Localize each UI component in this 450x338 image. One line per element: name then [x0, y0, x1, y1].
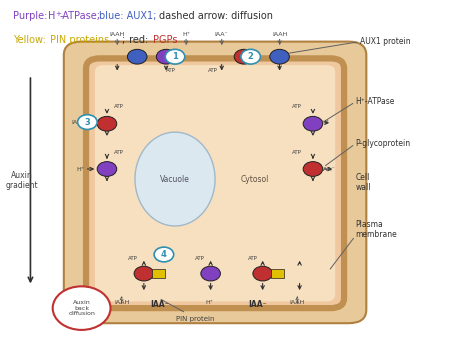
Circle shape [156, 49, 176, 64]
Text: ATP: ATP [195, 256, 205, 261]
Circle shape [154, 247, 174, 262]
Bar [152, 269, 165, 278]
Text: 1: 1 [172, 52, 178, 61]
Text: Cytosol: Cytosol [241, 174, 269, 184]
Text: P-glycoprotein: P-glycoprotein [355, 139, 410, 148]
Circle shape [270, 49, 289, 64]
Text: IAA⁻: IAA⁻ [248, 300, 267, 309]
Text: PGPs: PGPs [153, 35, 177, 45]
Text: H: H [48, 11, 56, 21]
Text: 2: 2 [248, 52, 254, 61]
Circle shape [253, 266, 272, 281]
Text: ATP: ATP [114, 150, 124, 155]
Text: ;: ; [122, 35, 125, 45]
Text: AUX1 protein: AUX1 protein [360, 37, 410, 46]
Text: red:: red: [126, 35, 152, 45]
Text: IAA⁻: IAA⁻ [322, 167, 336, 171]
Circle shape [303, 116, 323, 131]
Text: Yellow:: Yellow: [13, 35, 49, 45]
Ellipse shape [135, 132, 215, 226]
Circle shape [134, 266, 153, 281]
Circle shape [234, 49, 254, 64]
Text: 4: 4 [161, 250, 167, 259]
Text: Auxin
back
diffusion: Auxin back diffusion [68, 300, 95, 316]
FancyBboxPatch shape [64, 42, 366, 323]
Text: Purple:: Purple: [13, 11, 50, 21]
Text: dashed arrow: diffusion: dashed arrow: diffusion [159, 11, 274, 21]
Text: ATP: ATP [114, 104, 124, 110]
Circle shape [201, 266, 220, 281]
Text: IAAH: IAAH [114, 300, 129, 306]
Circle shape [77, 115, 97, 129]
Text: Vacuole: Vacuole [160, 174, 190, 184]
Text: 3: 3 [85, 118, 90, 126]
Text: ATP: ATP [248, 256, 257, 261]
Text: H⁺: H⁺ [182, 31, 190, 37]
FancyBboxPatch shape [86, 58, 344, 308]
Bar [270, 269, 284, 278]
Text: PIN protein: PIN protein [176, 316, 214, 322]
Text: +: + [55, 11, 61, 18]
Circle shape [241, 49, 261, 64]
Text: Plasma
membrane: Plasma membrane [355, 220, 397, 239]
Text: blue: AUX1;: blue: AUX1; [99, 11, 157, 21]
Text: ATP: ATP [128, 256, 138, 261]
Text: IAA⁻: IAA⁻ [71, 120, 85, 125]
Text: IAA⁻: IAA⁻ [215, 31, 229, 37]
Text: H⁺: H⁺ [322, 120, 330, 125]
Text: IAAH: IAAH [290, 300, 305, 306]
Circle shape [97, 162, 117, 176]
Text: ATP: ATP [292, 150, 302, 155]
Text: -ATPase;: -ATPase; [59, 11, 100, 21]
Circle shape [303, 162, 323, 176]
Text: IAAH: IAAH [272, 31, 287, 37]
Text: Cell
wall: Cell wall [355, 173, 371, 192]
FancyBboxPatch shape [95, 65, 335, 301]
Circle shape [127, 49, 147, 64]
Text: ATP: ATP [292, 104, 302, 110]
Text: PIN proteins: PIN proteins [50, 35, 109, 45]
Circle shape [53, 286, 111, 330]
Text: ATP: ATP [208, 68, 218, 73]
Text: H⁺: H⁺ [205, 300, 213, 306]
Circle shape [97, 116, 117, 131]
Text: Auxin
gradient: Auxin gradient [5, 171, 38, 190]
Text: ATP: ATP [166, 68, 176, 73]
Circle shape [165, 49, 185, 64]
Text: IAAH: IAAH [109, 31, 125, 37]
Text: IAA⁻: IAA⁻ [150, 300, 169, 309]
Text: H⁺: H⁺ [76, 167, 85, 171]
Text: H⁺-ATPase: H⁺-ATPase [355, 97, 395, 106]
